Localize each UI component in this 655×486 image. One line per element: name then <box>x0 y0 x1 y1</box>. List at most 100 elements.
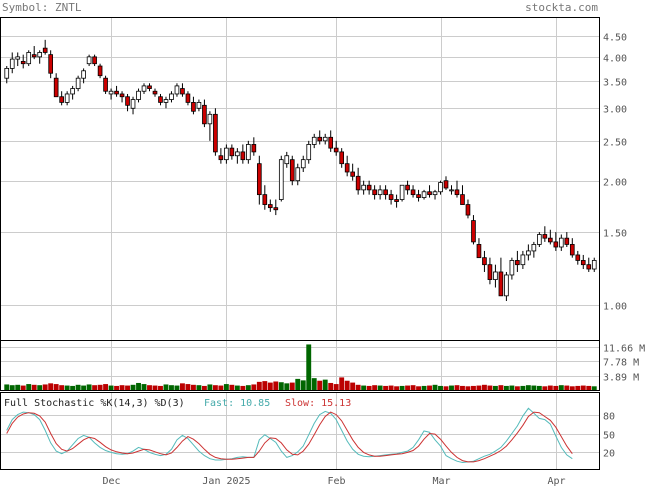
volume-bar <box>525 385 531 390</box>
x-tick-label: Jan 2025 <box>202 476 250 486</box>
candle-body <box>317 136 323 142</box>
candle <box>240 144 246 164</box>
candle <box>185 91 191 106</box>
volume-bar <box>229 384 235 390</box>
candle <box>224 144 229 164</box>
candle-body <box>26 52 32 65</box>
volume-bars <box>4 344 597 390</box>
candle-body <box>454 189 460 196</box>
volume-bar <box>70 385 76 390</box>
candle <box>273 199 279 216</box>
volume-bar <box>103 384 109 390</box>
volume-bar <box>163 384 169 390</box>
candle-body <box>355 175 361 191</box>
volume-bar <box>454 385 460 390</box>
candle-body <box>53 77 59 98</box>
volume-bar <box>284 383 290 390</box>
volume-bar <box>190 384 196 390</box>
candle <box>580 254 586 270</box>
volume-bar <box>333 384 339 390</box>
volume-panel: 11.66 M 7.78 M 3.89 M <box>0 340 645 391</box>
volume-bar <box>514 386 520 390</box>
stochastic-grid <box>0 415 599 453</box>
price-y-tick-label: 3.50 <box>603 78 627 89</box>
candle-body <box>558 237 564 248</box>
candle-body <box>482 257 487 266</box>
candle <box>383 185 388 200</box>
volume-bar <box>317 380 323 390</box>
candle <box>103 75 108 94</box>
candle-body <box>103 77 108 92</box>
volume-bar <box>97 384 103 390</box>
candle <box>350 163 355 181</box>
candle-body <box>586 264 592 270</box>
candle-body <box>493 271 498 280</box>
volume-bar <box>92 385 98 390</box>
volume-y-tick-label: 11.66 M <box>603 344 645 355</box>
volume-bar <box>361 385 367 390</box>
candle <box>443 176 449 190</box>
candle <box>355 167 361 195</box>
candle <box>548 229 553 245</box>
candle-body <box>377 189 383 196</box>
stochastic-panel-frame <box>0 392 600 470</box>
candle-body <box>125 96 130 106</box>
volume-bar <box>273 381 279 390</box>
price-y-tick-labels: 4.50 4.00 3.50 3.00 2.50 2.00 1.50 1.00 <box>603 33 627 313</box>
volume-bar <box>531 385 537 390</box>
candle <box>75 75 81 92</box>
candle <box>141 83 147 94</box>
candle-body <box>235 151 240 157</box>
volume-bar <box>37 385 43 390</box>
volume-bar <box>399 385 405 390</box>
candle <box>509 257 515 280</box>
candle <box>251 137 257 156</box>
price-y-tick-label: 4.50 <box>603 33 627 44</box>
stochastic-y-tick-label: 80 <box>603 412 615 423</box>
candle <box>300 155 306 172</box>
volume-bar <box>31 384 37 390</box>
candle-body <box>471 220 476 243</box>
volume-bar <box>147 385 152 390</box>
candle-body <box>460 194 465 205</box>
candle-body <box>251 144 257 153</box>
candle <box>586 257 592 272</box>
candle <box>493 264 498 288</box>
volume-bar <box>300 380 306 390</box>
candle <box>295 163 301 186</box>
volume-bar <box>509 385 515 390</box>
volume-bar <box>471 385 476 390</box>
volume-bar <box>465 386 471 390</box>
candle <box>119 91 125 103</box>
candle-body <box>575 254 581 261</box>
candle-body <box>108 90 114 95</box>
candle-body <box>487 264 493 280</box>
volume-bar <box>114 385 120 390</box>
candle <box>256 155 262 205</box>
stochastic-y-tick-label: 50 <box>603 431 615 442</box>
candle-body <box>202 104 207 125</box>
candle <box>432 189 438 200</box>
volume-bar <box>234 385 240 390</box>
candle <box>454 180 460 198</box>
price-y-tick-label: 4.00 <box>603 54 627 65</box>
candle-body <box>240 151 246 161</box>
candle <box>526 244 531 261</box>
price-grid <box>0 17 599 469</box>
volume-bar <box>569 386 575 390</box>
volume-bar <box>586 385 592 390</box>
candle <box>311 133 317 149</box>
volume-bar <box>136 382 141 390</box>
volume-bar <box>64 385 70 390</box>
candle <box>9 52 15 74</box>
volume-bar <box>476 385 482 390</box>
candle-body <box>4 67 10 79</box>
candle-body <box>81 70 86 79</box>
candle-body <box>130 99 136 109</box>
candle <box>289 155 295 186</box>
volume-bar <box>81 385 87 390</box>
volume-bar <box>245 385 251 390</box>
candle-body <box>295 167 301 182</box>
candle <box>31 46 37 60</box>
candle-body <box>476 244 482 259</box>
